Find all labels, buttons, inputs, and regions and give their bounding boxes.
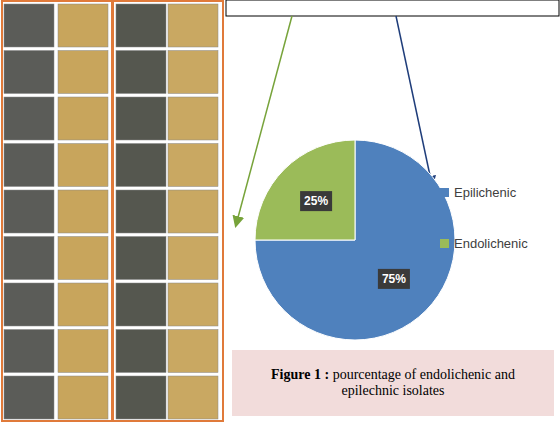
html-text:Endolichenic: Endolichenic (454, 236, 528, 251)
svg-text:75%: 75% (382, 272, 406, 286)
svg-text:25%: 25% (304, 194, 328, 208)
html-text:Figure 1 : pourcentage of endo: Figure 1 : pourcentage of endolichenic a… (271, 367, 515, 398)
html-text:Epilichenic: Epilichenic (454, 185, 517, 200)
